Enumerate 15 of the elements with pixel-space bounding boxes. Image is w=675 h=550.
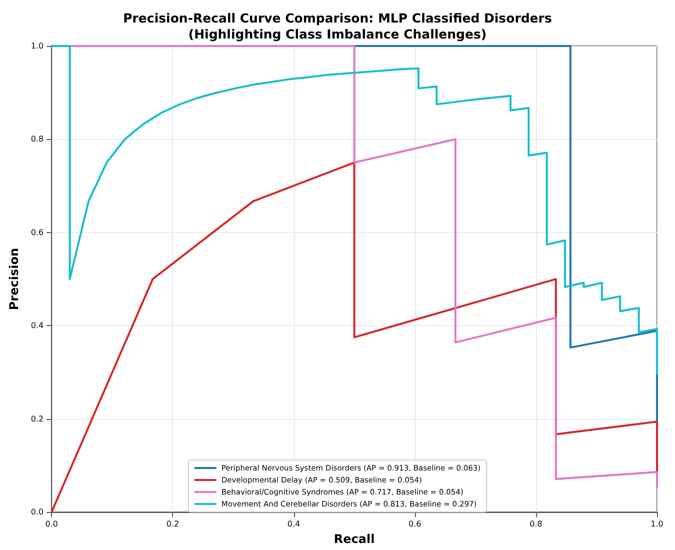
x-axis-title: Recall — [334, 532, 375, 546]
y-tick-label: 0.8 — [30, 134, 44, 144]
x-tick-label: 1.0 — [650, 520, 664, 529]
y-tick-label: 0.6 — [30, 228, 44, 237]
x-tick-label: 0.4 — [287, 520, 300, 529]
y-tick-label: 0.0 — [30, 508, 44, 517]
y-tick-label: 0.4 — [30, 321, 44, 330]
x-tick-label: 0.6 — [408, 520, 422, 529]
y-axis-title: Precision — [7, 248, 21, 310]
x-tick-label: 0.0 — [45, 520, 58, 529]
x-tick-label: 0.8 — [530, 520, 542, 529]
chart-title: Precision-Recall Curve Comparison: MLP Classified Disorders (Highlighting Class Imbalance Challenges) — [123, 10, 552, 42]
x-tick-label: 0.2 — [166, 520, 180, 529]
y-tick-label: 1.0 — [30, 42, 44, 50]
y-tick-label: 0.2 — [30, 414, 44, 424]
